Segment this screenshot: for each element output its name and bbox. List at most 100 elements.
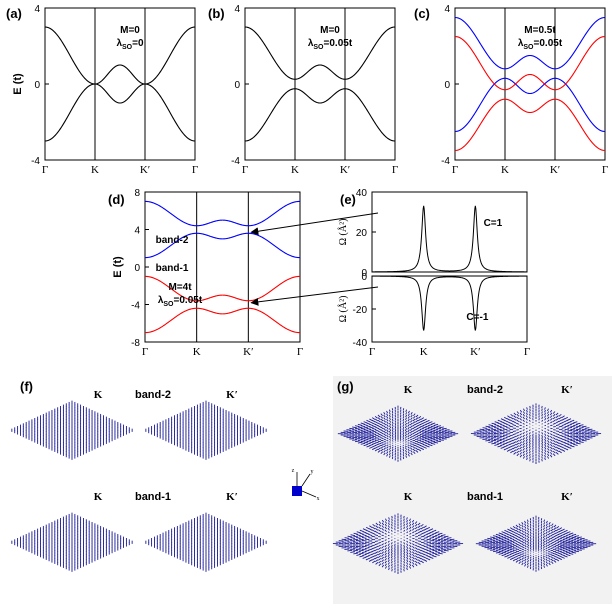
vector-arrow bbox=[524, 539, 527, 543]
vector-arrow bbox=[558, 413, 562, 417]
vector-arrow bbox=[557, 543, 562, 545]
vector-arrow bbox=[409, 539, 412, 541]
vector-arrow bbox=[549, 452, 553, 455]
vector-arrow bbox=[550, 433, 553, 436]
vector-arrow bbox=[409, 563, 412, 567]
vector-arrow bbox=[403, 560, 405, 564]
vector-arrow bbox=[543, 527, 545, 531]
vector-arrow bbox=[550, 424, 553, 427]
vector-arrow bbox=[420, 523, 424, 527]
vector-arrow bbox=[404, 428, 407, 432]
vector-arrow bbox=[515, 537, 520, 541]
vector-arrow bbox=[418, 415, 422, 419]
vector-arrow bbox=[409, 550, 412, 554]
vector-arrow bbox=[435, 553, 440, 556]
vector-arrow bbox=[541, 440, 544, 444]
vector-arrow bbox=[545, 526, 548, 529]
vector-arrow bbox=[412, 421, 416, 424]
vector-arrow bbox=[386, 429, 389, 433]
y-tick-label: -4 bbox=[131, 301, 140, 312]
vector-arrow bbox=[391, 560, 393, 564]
vector-arrow bbox=[510, 557, 514, 561]
vector-arrow bbox=[581, 425, 587, 428]
vector-arrow bbox=[377, 544, 382, 547]
annotation-mass: M=4t bbox=[168, 282, 192, 293]
vector-arrow bbox=[422, 426, 427, 429]
vector-arrow bbox=[404, 430, 407, 434]
vector-arrow bbox=[560, 541, 565, 544]
vector-arrow bbox=[381, 554, 384, 557]
vector-arrow bbox=[544, 415, 547, 418]
vector-arrow bbox=[383, 445, 387, 448]
vector-arrow bbox=[357, 439, 363, 441]
vector-arrow bbox=[525, 433, 528, 437]
vector-arrow bbox=[383, 419, 387, 423]
vector-arrow bbox=[389, 430, 392, 434]
axis-x-label: x bbox=[317, 496, 320, 502]
vector-arrow bbox=[524, 534, 527, 537]
band2-label: band-2 bbox=[156, 235, 189, 246]
vector-arrow bbox=[438, 439, 444, 441]
vector-arrow bbox=[518, 531, 522, 534]
vector-arrow bbox=[380, 418, 384, 422]
vector-arrow bbox=[414, 547, 419, 550]
vector-arrow bbox=[564, 437, 570, 439]
vector-arrow bbox=[577, 536, 582, 539]
vector-arrow bbox=[414, 430, 419, 434]
vector-arrow bbox=[495, 549, 501, 551]
vector-arrow bbox=[366, 440, 372, 443]
band-line bbox=[244, 88, 396, 142]
y-tick-label: 0 bbox=[234, 80, 240, 91]
vector-arrow bbox=[540, 554, 543, 557]
vector-arrow bbox=[579, 537, 585, 540]
vector-arrow bbox=[432, 552, 437, 555]
vector-arrow bbox=[558, 450, 562, 454]
vector-arrow bbox=[363, 429, 369, 431]
vector-arrow bbox=[561, 528, 565, 532]
vector-arrow bbox=[515, 442, 520, 446]
vector-arrow bbox=[409, 447, 413, 451]
vector-arrow bbox=[550, 430, 553, 433]
vector-arrow bbox=[417, 525, 421, 528]
vector-arrow bbox=[529, 554, 532, 557]
vector-arrow bbox=[515, 535, 520, 538]
vector-arrow bbox=[490, 549, 496, 551]
vector-arrow bbox=[403, 539, 405, 542]
vector-arrow bbox=[429, 553, 434, 557]
vector-arrow bbox=[524, 526, 527, 529]
vector-arrow bbox=[369, 418, 373, 422]
vector-arrow bbox=[521, 557, 525, 561]
vector-arrow bbox=[436, 425, 442, 428]
vector-arrow bbox=[415, 541, 418, 544]
vector-arrow bbox=[526, 522, 529, 525]
vector-arrow bbox=[519, 412, 523, 416]
vector-arrow bbox=[388, 455, 391, 458]
chart-e: (e) 40 20 0 C=1 0 -20 -40 C=-1 Γ K K′ Γ Ω (Å²) Ω (Å²) bbox=[250, 188, 530, 358]
vector-arrow bbox=[555, 433, 560, 436]
vector-arrow bbox=[407, 424, 410, 427]
vector-arrow bbox=[506, 435, 511, 438]
vector-arrow bbox=[545, 554, 548, 557]
vector-arrow bbox=[510, 450, 514, 454]
band-line bbox=[44, 26, 196, 85]
vector-arrow bbox=[417, 522, 421, 526]
vector-arrow bbox=[378, 541, 381, 544]
vector-arrow bbox=[352, 426, 357, 429]
y-tick-label: -20 bbox=[353, 305, 368, 316]
vector-arrow bbox=[391, 451, 394, 454]
vector-arrow bbox=[415, 414, 419, 418]
vector-arrow bbox=[369, 426, 374, 429]
vector-arrow bbox=[417, 553, 422, 557]
vector-arrow bbox=[513, 452, 517, 455]
vector-arrow bbox=[527, 557, 530, 560]
vector-arrow bbox=[529, 534, 532, 537]
vector-arrow bbox=[504, 535, 509, 538]
vector-arrow bbox=[541, 411, 543, 414]
vector-arrow bbox=[384, 544, 387, 548]
vector-arrow bbox=[414, 422, 419, 426]
vector-arrow bbox=[545, 531, 548, 535]
vector-arrow bbox=[518, 561, 522, 565]
vector-arrow bbox=[547, 540, 551, 544]
vector-arrow bbox=[389, 433, 392, 437]
vector-arrow bbox=[521, 559, 524, 563]
